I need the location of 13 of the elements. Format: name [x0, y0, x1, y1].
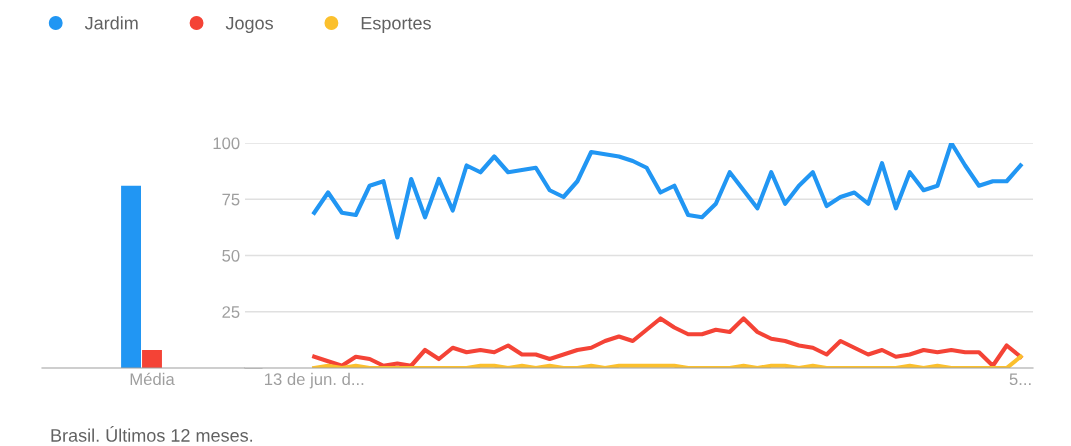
line-series [312, 143, 1023, 240]
x-tick-label: 5... [1009, 373, 1031, 386]
x-tick-label: 13 de jun. d... [265, 372, 364, 389]
line-series [312, 316, 1023, 368]
text: Brasil. Últimos 12 meses. [51, 426, 253, 442]
y-tick-label: 25 [222, 306, 240, 318]
x-tick-label: Média [130, 372, 175, 386]
legend-label: Esportes [361, 16, 431, 34]
y-tick-label: 100 [213, 137, 240, 150]
y-tick-label: 50 [222, 249, 240, 262]
legend-label: Jardim [84, 16, 138, 30]
legend-label: Jogos [225, 16, 273, 34]
y-tick-label: 75 [222, 193, 240, 206]
